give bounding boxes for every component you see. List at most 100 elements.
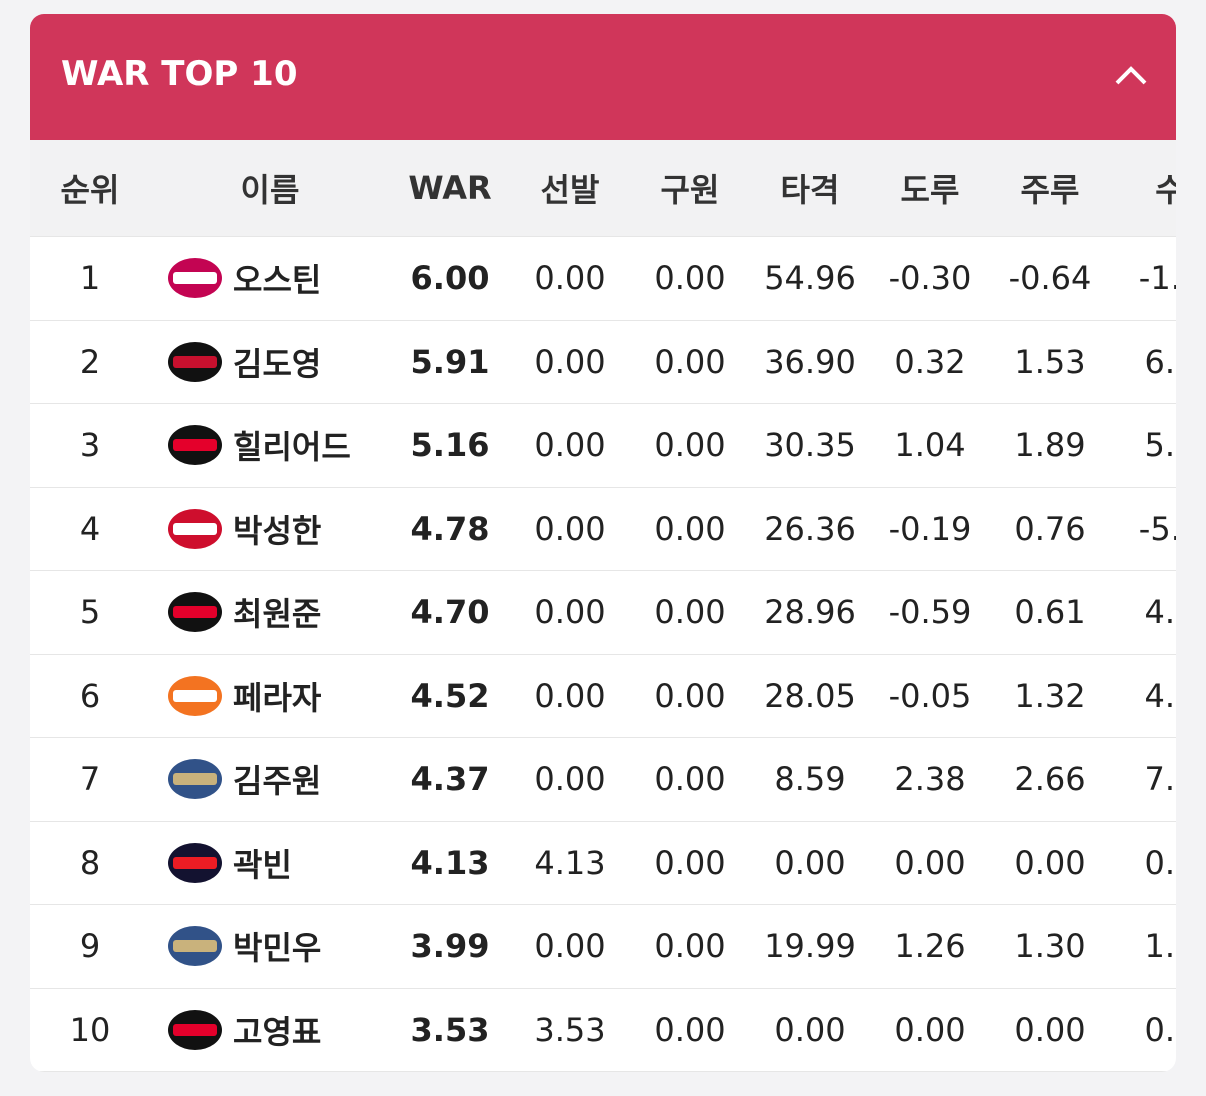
table-cell: 10: [69, 1010, 111, 1049]
card-header[interactable]: WAR TOP 10: [30, 14, 1176, 140]
table-cell: 5: [79, 593, 101, 632]
table-cell: 30.35: [764, 426, 856, 465]
table-row: 7 김주원 4.37 0.00 0.00 8.59 2.38 2.66 7.8: [30, 738, 1176, 822]
player-name: 김주원: [233, 762, 322, 801]
table-cell: 4.37: [410, 760, 490, 799]
table-cell: 28.05: [764, 676, 856, 715]
player-cell: 최원준: [150, 587, 390, 637]
table-cell: -1.5: [1138, 259, 1176, 298]
table-row: 10 고영표 3.53 3.53 0.00 0.00 0.00 0.00 0.0: [30, 989, 1176, 1072]
player-name: 최원준: [233, 595, 322, 634]
table-cell: 3: [79, 426, 101, 465]
table-cell: 2.66: [1014, 760, 1086, 799]
table-cell: 5.91: [410, 342, 490, 381]
player-cell: 곽빈: [150, 838, 390, 888]
table-cell: 0.00: [774, 843, 846, 882]
column-header: 수: [1155, 171, 1176, 209]
player-name: 박민우: [233, 929, 322, 968]
table-cell: 2.38: [894, 760, 966, 799]
table-cell: 1.4: [1144, 927, 1176, 966]
table-cell: 5.1: [1144, 426, 1176, 465]
table-row: 2 김도영 5.91 0.00 0.00 36.90 0.32 1.53 6.7: [30, 321, 1176, 404]
table-cell: 7: [79, 760, 101, 799]
table-cell: 26.36: [764, 509, 856, 548]
table-cell: 2: [79, 342, 101, 381]
player-name: 곽빈: [233, 845, 292, 884]
table-cell: 4.5: [1144, 593, 1176, 632]
table-cell: 6.7: [1144, 342, 1176, 381]
table-row: 8 곽빈 4.13 4.13 0.00 0.00 0.00 0.00 0.0: [30, 822, 1176, 905]
table-cell: 0.00: [654, 1010, 726, 1049]
table-cell: 0.00: [534, 676, 606, 715]
table-cell: 4.13: [410, 843, 490, 882]
table-cell: 1.53: [1014, 342, 1086, 381]
table-cell: 0.00: [1014, 1010, 1086, 1049]
table-cell: 0.00: [534, 593, 606, 632]
table-cell: -0.19: [888, 509, 972, 548]
table-cell: 9: [79, 927, 101, 966]
team-logo: [168, 842, 222, 883]
column-header: WAR: [408, 169, 492, 207]
table-cell: 36.90: [764, 342, 856, 381]
table-row: 6 페라자 4.52 0.00 0.00 28.05 -0.05 1.32 4.1: [30, 655, 1176, 738]
table-cell: 4.13: [534, 843, 606, 882]
table-row: 9 박민우 3.99 0.00 0.00 19.99 1.26 1.30 1.4: [30, 905, 1176, 989]
table-cell: 0.00: [654, 259, 726, 298]
war-card: WAR TOP 10 순위 이름 WAR 선발 구원 타격 도루 주루 수 1 오스틴 6.00 0.0…: [30, 14, 1176, 1072]
table-cell: -0.59: [888, 593, 972, 632]
team-logo: [168, 258, 222, 299]
card-title: WAR TOP 10: [61, 54, 298, 94]
table-cell: 1.32: [1014, 676, 1086, 715]
table-cell: 0.00: [894, 1010, 966, 1049]
player-cell: 페라자: [150, 671, 390, 721]
table-cell: 0.00: [654, 593, 726, 632]
table-cell: 4.70: [410, 593, 490, 632]
table-cell: 6.00: [410, 259, 490, 298]
team-logo: [168, 1009, 222, 1050]
table-cell: 0.00: [534, 509, 606, 548]
table-cell: 8: [79, 843, 101, 882]
collapse-icon[interactable]: [1114, 64, 1148, 86]
table-cell: 0.00: [894, 843, 966, 882]
table-cell: 0.00: [534, 259, 606, 298]
table-cell: 0.00: [534, 342, 606, 381]
team-logo: [168, 675, 222, 716]
team-logo: [168, 926, 222, 967]
column-header: 선발: [540, 171, 600, 209]
table-cell: -0.30: [888, 259, 972, 298]
table-cell: -5.3: [1138, 509, 1176, 548]
table-row: 5 최원준 4.70 0.00 0.00 28.96 -0.59 0.61 4.5: [30, 571, 1176, 655]
table-cell: 1.30: [1014, 927, 1086, 966]
table-cell: 6: [79, 676, 101, 715]
table-cell: 0.0: [1144, 843, 1176, 882]
player-cell: 박성한: [150, 504, 390, 554]
player-name: 오스틴: [233, 261, 322, 300]
player-name: 페라자: [233, 678, 322, 717]
table-cell: 1.89: [1014, 426, 1086, 465]
table-cell: 0.00: [654, 342, 726, 381]
table-cell: 0.00: [654, 509, 726, 548]
table-cell: 3.53: [534, 1010, 606, 1049]
table-cell: 0.00: [534, 426, 606, 465]
table-cell: 3.53: [410, 1010, 490, 1049]
table-cell: 1: [79, 259, 101, 298]
table-cell: 0.00: [534, 927, 606, 966]
player-name: 힐리어드: [233, 428, 351, 467]
table-cell: 5.16: [410, 426, 490, 465]
player-cell: 오스틴: [150, 253, 390, 303]
table-cell: 0.32: [894, 342, 966, 381]
table-cell: 0.61: [1014, 593, 1086, 632]
table-cell: 1.26: [894, 927, 966, 966]
table-row: 1 오스틴 6.00 0.00 0.00 54.96 -0.30 -0.64 -1.5: [30, 237, 1176, 321]
team-logo: [168, 592, 222, 633]
player-cell: 김주원: [150, 754, 390, 804]
table-cell: 4: [79, 509, 101, 548]
player-cell: 고영표: [150, 1005, 390, 1055]
table-cell: 19.99: [764, 927, 856, 966]
table-cell: 7.8: [1144, 760, 1176, 799]
player-cell: 힐리어드: [150, 420, 390, 470]
table-cell: 4.1: [1144, 676, 1176, 715]
player-name: 박성한: [233, 511, 322, 550]
table-cell: 8.59: [774, 760, 846, 799]
